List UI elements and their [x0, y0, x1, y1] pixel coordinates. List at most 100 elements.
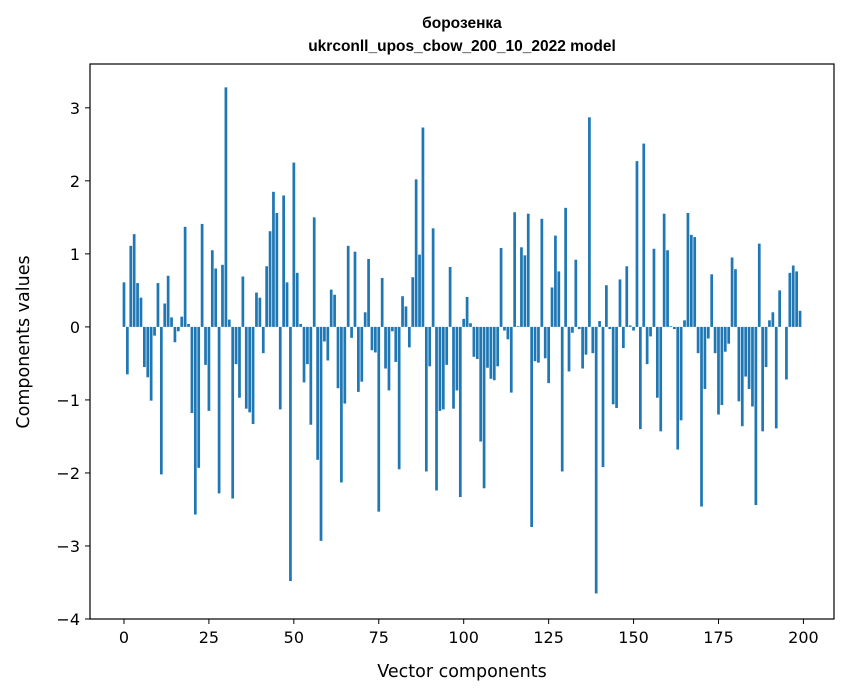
- bar-component-106: [482, 326, 486, 489]
- x-axis-ticks: 0 25 50 75 100 125 150 175 200: [119, 619, 819, 647]
- bar-component-73: [370, 326, 374, 351]
- bar-component-16: [176, 326, 180, 332]
- bar-component-118: [523, 255, 527, 327]
- bar-component-81: [397, 326, 401, 470]
- bar-component-63: [336, 326, 340, 389]
- bar-component-98: [455, 326, 459, 391]
- bar-component-80: [394, 326, 398, 362]
- bar-component-128: [557, 271, 561, 327]
- bar-component-121: [533, 326, 537, 362]
- bar-component-137: [588, 117, 591, 327]
- bar-component-7: [146, 326, 150, 378]
- bar-component-143: [608, 326, 612, 330]
- bar-component-34: [238, 326, 241, 398]
- bar-component-17: [180, 316, 184, 327]
- bar-component-180: [734, 269, 737, 327]
- bar-component-170: [700, 326, 703, 507]
- bar-component-159: [662, 213, 666, 327]
- bar-component-142: [605, 285, 608, 327]
- bar-component-178: [727, 326, 731, 344]
- y-tick-label: −3: [56, 537, 80, 556]
- chart-subtitle: ukrconll_upos_cbow_200_10_2022 model: [308, 38, 616, 55]
- bar-component-102: [469, 323, 472, 327]
- bar-component-193: [778, 290, 781, 327]
- bar-component-148: [625, 266, 629, 327]
- bar-component-27: [214, 268, 218, 327]
- bar-component-96: [448, 267, 452, 327]
- bar-component-23: [200, 223, 204, 327]
- bar-component-4: [136, 283, 139, 327]
- bar-component-136: [584, 326, 588, 355]
- bar-component-77: [384, 326, 387, 369]
- bar-component-129: [560, 326, 564, 472]
- bar-component-161: [669, 326, 673, 327]
- bar-component-122: [537, 326, 540, 363]
- bar-component-87: [418, 254, 421, 327]
- bar-component-188: [761, 326, 765, 432]
- bar-component-79: [391, 326, 394, 332]
- bar-component-120: [530, 326, 533, 527]
- bar-component-172: [706, 326, 710, 339]
- bar-component-40: [258, 297, 262, 327]
- bar-component-117: [520, 247, 523, 327]
- bar-component-50: [292, 162, 296, 327]
- bar-component-130: [564, 207, 567, 327]
- bar-component-65: [343, 326, 347, 404]
- bar-component-5: [139, 297, 143, 327]
- bar-component-11: [159, 326, 163, 475]
- bar-component-32: [231, 326, 235, 499]
- bar-component-103: [472, 326, 476, 357]
- bar-component-108: [489, 326, 493, 379]
- bar-component-59: [323, 326, 326, 342]
- bar-component-192: [774, 326, 778, 429]
- bar-component-127: [554, 235, 557, 327]
- bar-component-147: [622, 326, 625, 349]
- bar-component-19: [187, 323, 190, 327]
- bar-component-115: [513, 212, 517, 327]
- chart-title: борозенка: [422, 15, 502, 32]
- bar-component-1: [126, 326, 129, 375]
- bar-component-177: [723, 326, 727, 352]
- bar-component-168: [693, 237, 697, 327]
- bar-component-183: [744, 326, 748, 377]
- y-tick-label: −2: [56, 464, 80, 483]
- bar-component-15: [173, 326, 177, 343]
- bar-component-57: [316, 326, 319, 460]
- bar-component-8: [149, 326, 153, 401]
- bar-component-38: [251, 326, 255, 425]
- bar-component-97: [452, 326, 455, 409]
- bar-component-75: [377, 326, 381, 512]
- bar-component-94: [441, 326, 445, 410]
- bar-component-114: [509, 326, 513, 393]
- x-tick-label: 100: [448, 628, 479, 647]
- bar-component-9: [153, 326, 156, 336]
- bar-component-44: [272, 191, 275, 327]
- bar-component-190: [768, 320, 771, 327]
- bar-component-165: [683, 320, 686, 327]
- bar-component-123: [540, 218, 544, 327]
- bar-component-51: [295, 272, 299, 327]
- bar-component-110: [496, 326, 500, 367]
- bar-component-31: [227, 319, 231, 327]
- x-tick-label: 200: [788, 628, 819, 647]
- bar-component-152: [639, 326, 642, 430]
- bar-component-141: [601, 326, 605, 468]
- bar-component-20: [190, 326, 194, 414]
- bar-component-56: [312, 217, 316, 327]
- bar-component-54: [306, 326, 309, 365]
- bar-component-49: [289, 326, 292, 582]
- bar-component-55: [309, 326, 313, 425]
- bar-component-113: [506, 326, 510, 340]
- bar-component-37: [248, 326, 252, 413]
- bars-group: [122, 87, 802, 594]
- bar-component-29: [221, 264, 224, 327]
- x-tick-label: 0: [119, 628, 129, 647]
- bar-component-198: [795, 271, 798, 327]
- bar-component-43: [268, 231, 272, 327]
- bar-component-2: [129, 245, 133, 327]
- bar-component-3: [132, 234, 136, 327]
- x-tick-label: 75: [369, 628, 389, 647]
- bar-component-24: [204, 326, 207, 365]
- bar-component-139: [594, 326, 598, 594]
- bar-component-189: [764, 326, 768, 368]
